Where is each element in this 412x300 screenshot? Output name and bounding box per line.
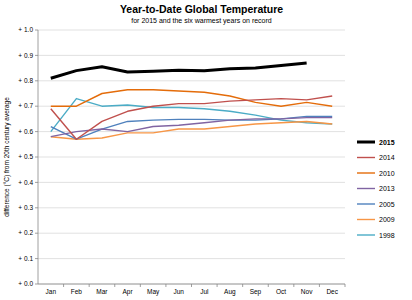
grid-line <box>38 258 345 259</box>
grid-line <box>38 233 345 234</box>
tick-label: + 0.2 <box>18 229 33 236</box>
tick-mark <box>35 157 38 158</box>
legend-swatch <box>357 234 375 235</box>
legend-swatch <box>357 219 375 220</box>
grid-line <box>38 106 345 107</box>
x-tick <box>217 284 218 287</box>
x-tick <box>191 284 192 287</box>
tick-mark <box>35 182 38 183</box>
x-tick-label: Jan <box>46 288 57 295</box>
tick-mark <box>35 233 38 234</box>
legend-label: 2009 <box>379 216 395 223</box>
grid-line <box>38 157 345 158</box>
grid-line <box>38 182 345 183</box>
x-tick <box>89 284 90 287</box>
x-tick <box>345 284 346 287</box>
tick-label: + 0.8 <box>18 77 33 84</box>
x-tick-label: Aug <box>224 288 236 296</box>
x-tick <box>140 284 141 287</box>
series-line <box>51 96 332 139</box>
tick-label: + 0.3 <box>18 204 33 211</box>
x-tick-label: Mar <box>96 288 108 295</box>
tick-mark <box>35 207 38 208</box>
x-tick-label: May <box>147 288 160 296</box>
tick-label: + 0.9 <box>18 52 33 59</box>
x-tick <box>114 284 115 287</box>
x-tick-label: Oct <box>276 288 286 295</box>
title: Year-to-Date Global Temperature <box>120 3 283 15</box>
x-tick-label: Jul <box>200 288 209 295</box>
legend-label: 2010 <box>379 170 395 177</box>
x-tick <box>293 284 294 287</box>
y-axis-label: difference (°C) from 20th century averag… <box>3 97 11 217</box>
x-tick <box>63 284 64 287</box>
legend-swatch <box>357 188 375 189</box>
tick-label: + 0.5 <box>18 153 33 160</box>
tick-label: + 0.1 <box>18 255 33 262</box>
tick-mark <box>35 284 38 285</box>
legend-swatch <box>357 203 375 204</box>
tick-label: + 0.7 <box>18 102 33 109</box>
legend-swatch <box>357 157 375 158</box>
x-tick-label: Jun <box>173 288 184 295</box>
tick-label: + 0.4 <box>18 179 33 186</box>
tick-label: + 1.0 <box>18 26 33 33</box>
tick-mark <box>35 30 38 31</box>
grid-line <box>38 55 345 56</box>
x-tick-label: Sep <box>250 288 262 296</box>
grid-line <box>38 80 345 81</box>
series-line <box>51 63 307 78</box>
x-tick <box>242 284 243 287</box>
legend-label: 1998 <box>379 232 395 239</box>
x-tick-label: Dec <box>326 288 338 295</box>
x-tick-label: Nov <box>301 288 313 295</box>
tick-label: + 0.0 <box>18 280 33 287</box>
tick-mark <box>35 258 38 259</box>
x-tick-label: Feb <box>71 288 83 295</box>
chart: Year-to-Date Global Temperature for 2015 … <box>0 0 412 300</box>
legend-swatch <box>357 172 375 173</box>
legend-label: 2014 <box>379 154 395 161</box>
legend-label: 2013 <box>379 185 395 192</box>
legend-label: 2005 <box>379 201 395 208</box>
tick-mark <box>35 106 38 107</box>
subtitle: for 2015 and the six warmest years on re… <box>131 17 272 25</box>
plot-area <box>51 63 332 139</box>
tick-label: + 0.6 <box>18 128 33 135</box>
x-tick <box>165 284 166 287</box>
x-tick <box>268 284 269 287</box>
tick-mark <box>35 131 38 132</box>
y-axis <box>38 30 39 284</box>
x-tick-label: Apr <box>122 288 133 296</box>
legend-swatch <box>357 141 375 144</box>
tick-mark <box>35 55 38 56</box>
grid-line <box>38 30 345 31</box>
legend-label: 2015 <box>379 139 395 146</box>
x-tick <box>319 284 320 287</box>
tick-mark <box>35 80 38 81</box>
grid-line <box>38 207 345 208</box>
